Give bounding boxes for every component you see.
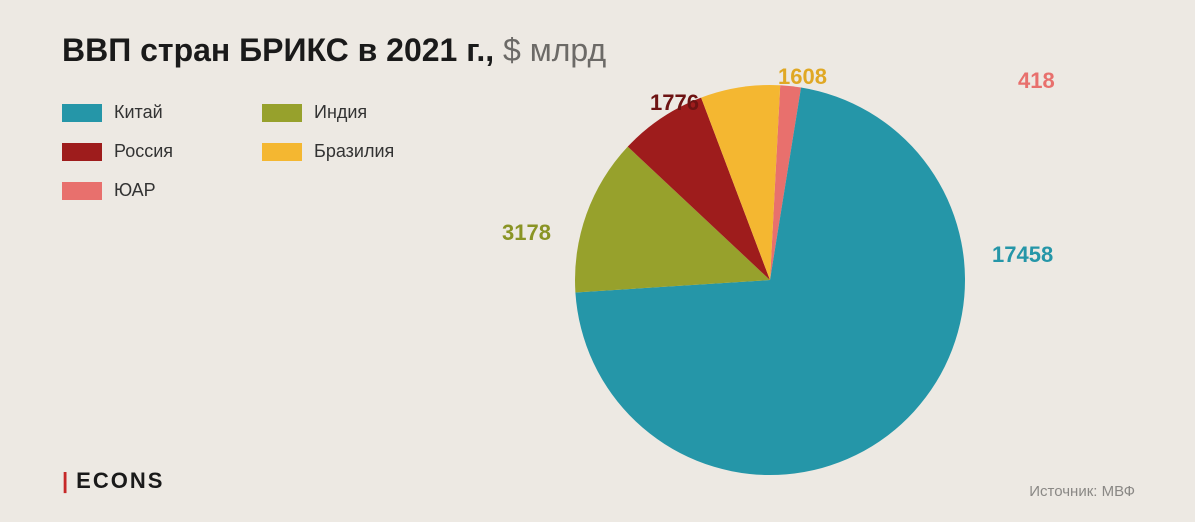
logo: |ECONS — [62, 468, 164, 494]
pie-svg — [560, 70, 980, 490]
legend-item: Бразилия — [262, 141, 442, 162]
legend-item: Китай — [62, 102, 242, 123]
logo-text: ECONS — [76, 468, 164, 493]
legend-item: ЮАР — [62, 180, 242, 201]
chart-title: ВВП стран БРИКС в 2021 г., $ млрд — [62, 32, 606, 69]
legend-label: Китай — [114, 102, 163, 123]
legend-swatch — [62, 182, 102, 200]
legend-label: Россия — [114, 141, 173, 162]
legend-label: Бразилия — [314, 141, 394, 162]
slice-value-label: 1776 — [650, 90, 699, 116]
slice-value-label: 1608 — [778, 64, 827, 90]
legend: Китай Индия Россия Бразилия ЮАР — [62, 102, 442, 201]
pie-chart: 41817458317817761608 — [560, 70, 980, 490]
title-bold: ВВП стран БРИКС в 2021 г., — [62, 32, 494, 68]
logo-bar-icon: | — [62, 468, 70, 493]
legend-item: Индия — [262, 102, 442, 123]
legend-swatch — [262, 143, 302, 161]
legend-label: ЮАР — [114, 180, 156, 201]
legend-swatch — [62, 104, 102, 122]
legend-swatch — [62, 143, 102, 161]
slice-value-label: 3178 — [502, 220, 551, 246]
slice-value-label: 17458 — [992, 242, 1053, 268]
slice-value-label: 418 — [1018, 68, 1055, 94]
title-unit: $ млрд — [494, 32, 606, 68]
legend-item: Россия — [62, 141, 242, 162]
source-label: Источник: МВФ — [1029, 483, 1135, 500]
legend-label: Индия — [314, 102, 367, 123]
legend-swatch — [262, 104, 302, 122]
